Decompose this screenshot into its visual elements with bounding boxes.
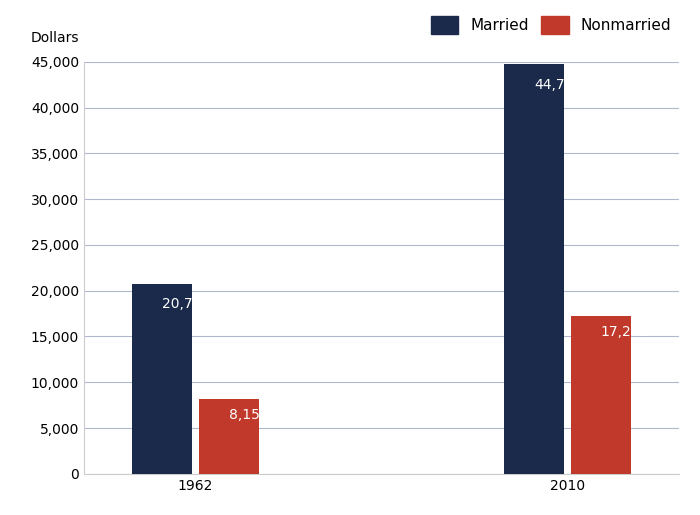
Bar <box>199 399 259 474</box>
Text: Dollars: Dollars <box>31 31 79 45</box>
Text: 8,159: 8,159 <box>229 408 269 422</box>
Text: 17,261: 17,261 <box>601 325 650 339</box>
Text: 20,759: 20,759 <box>162 298 210 312</box>
Bar <box>571 316 631 474</box>
Bar <box>504 64 564 474</box>
Legend: Married, Nonmarried: Married, Nonmarried <box>430 16 671 33</box>
Text: 44,718: 44,718 <box>534 78 582 92</box>
Bar <box>132 284 192 474</box>
